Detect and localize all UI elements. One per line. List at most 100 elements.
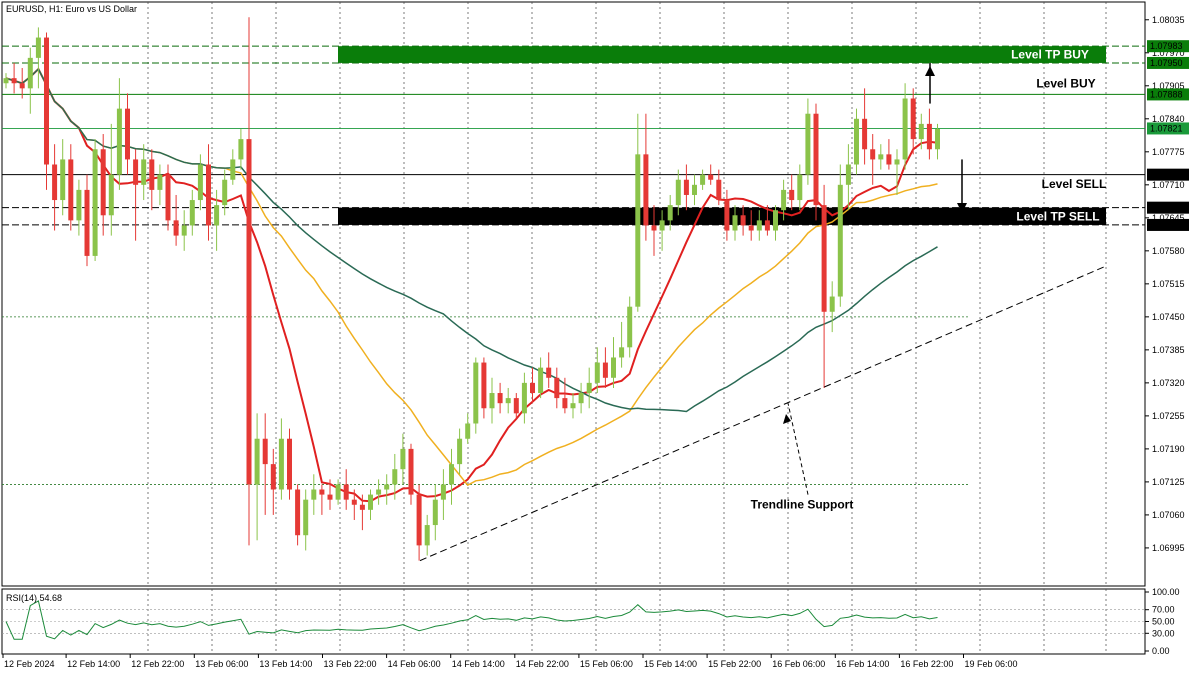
candle-body — [805, 113, 811, 175]
candle-body — [740, 215, 746, 226]
candle-body — [327, 494, 333, 500]
candle-body — [862, 118, 868, 150]
candle-body — [489, 393, 495, 409]
candle-body — [554, 377, 560, 399]
candle-body — [521, 382, 527, 414]
candle-body — [287, 438, 292, 490]
time-tick-label: 12 Feb 2024 — [4, 659, 55, 669]
candle-body — [295, 489, 301, 536]
candle-body — [902, 98, 908, 160]
candle-body — [611, 357, 616, 378]
candle-body — [440, 484, 446, 500]
rsi-tick-label: 30.00 — [1152, 628, 1175, 638]
price-tick-label: 1.07645 — [1152, 213, 1185, 223]
trendline-pointer — [787, 403, 809, 495]
candle-body — [197, 164, 203, 201]
candle-body — [773, 210, 778, 231]
price-tick-label: 1.07060 — [1152, 510, 1185, 520]
candle-body — [651, 225, 657, 231]
chart-title: EURUSD, H1: Euro vs US Dollar — [6, 4, 137, 14]
candle-body — [76, 189, 82, 221]
candle-body — [408, 448, 414, 495]
candle-body — [246, 139, 252, 485]
time-tick-label: 15 Feb 06:00 — [580, 659, 633, 669]
candle-body — [910, 98, 916, 140]
rsi-label: RSI(14) 54.68 — [6, 593, 62, 603]
rsi-tick-label: 70.00 — [1152, 605, 1175, 615]
candle-body — [829, 296, 835, 312]
pointer-arrowhead — [783, 414, 791, 424]
candle-body — [392, 469, 398, 485]
price-badge-label: 1.07983 — [1150, 41, 1183, 51]
time-tick-label: 13 Feb 06:00 — [195, 659, 248, 669]
candle-body — [683, 179, 689, 195]
price-badge-label: 1.07821 — [1150, 123, 1183, 133]
time-tick-label: 16 Feb 22:00 — [900, 659, 953, 669]
candle-body — [659, 220, 665, 231]
price-badge — [1147, 40, 1189, 53]
tp-sell-zone — [338, 207, 1106, 225]
candle-body — [157, 174, 163, 190]
candle-body — [821, 205, 827, 312]
candle-body — [886, 154, 892, 165]
candle-body — [116, 108, 122, 175]
candle-body — [100, 149, 106, 216]
price-axis: 1.08035 1.07970 1.07905 1.07840 1.07775 1.077… — [1145, 15, 1189, 553]
time-tick-label: 15 Feb 22:00 — [708, 659, 761, 669]
candle-body — [748, 225, 754, 231]
candle-body — [878, 154, 884, 160]
candle-body — [416, 494, 422, 546]
rsi-panel-frame — [1, 588, 1146, 655]
candle-body — [918, 123, 924, 140]
candle-body — [52, 164, 58, 201]
price-badge — [1147, 88, 1189, 101]
candle-body — [343, 484, 349, 500]
candle-body — [376, 489, 382, 495]
candle-body — [35, 37, 41, 58]
candle-body — [68, 159, 74, 221]
price-tick-label: 1.07190 — [1152, 444, 1185, 454]
candle-body — [278, 438, 284, 490]
candle-body — [181, 225, 187, 236]
candle-body — [424, 525, 430, 546]
candle-body — [764, 220, 770, 231]
candle-body — [643, 154, 649, 226]
tp-buy-zone — [338, 46, 1106, 63]
candle-body — [84, 189, 90, 256]
level-label: Level BUY — [1036, 76, 1095, 90]
level-label: Level TP SELL — [1016, 209, 1099, 223]
candle-body — [724, 200, 730, 231]
candle-body — [781, 189, 787, 211]
time-tick-label: 16 Feb 06:00 — [772, 659, 825, 669]
candle-body — [270, 464, 276, 490]
candle-body — [813, 113, 819, 206]
candle-body — [926, 123, 932, 150]
candle-body — [854, 118, 859, 165]
candle-body — [254, 438, 260, 485]
price-tick-label: 1.07385 — [1152, 345, 1185, 355]
candle-body — [60, 159, 66, 201]
rsi-line — [5, 600, 938, 640]
candle-body — [473, 362, 479, 424]
candle-body — [3, 78, 9, 84]
candle-body — [513, 398, 519, 414]
time-tick-label: 14 Feb 22:00 — [516, 659, 569, 669]
candle-body — [189, 200, 195, 226]
candle-body — [756, 220, 762, 231]
price-badge — [1147, 218, 1189, 231]
price-tick-label: 1.07580 — [1152, 246, 1185, 256]
candle-body — [481, 362, 487, 409]
time-tick-label: 13 Feb 14:00 — [259, 659, 312, 669]
candle-body — [732, 215, 738, 231]
candle-body — [675, 179, 681, 206]
candle-body — [708, 174, 714, 180]
candle-body — [238, 139, 244, 160]
candle-body — [692, 184, 697, 195]
time-tick-label: 19 Feb 06:00 — [965, 659, 1018, 669]
candle-body — [894, 159, 900, 165]
time-tick-label: 13 Feb 22:00 — [324, 659, 377, 669]
candle-body — [635, 154, 641, 307]
candle-body — [19, 83, 25, 89]
candle-body — [125, 108, 130, 160]
